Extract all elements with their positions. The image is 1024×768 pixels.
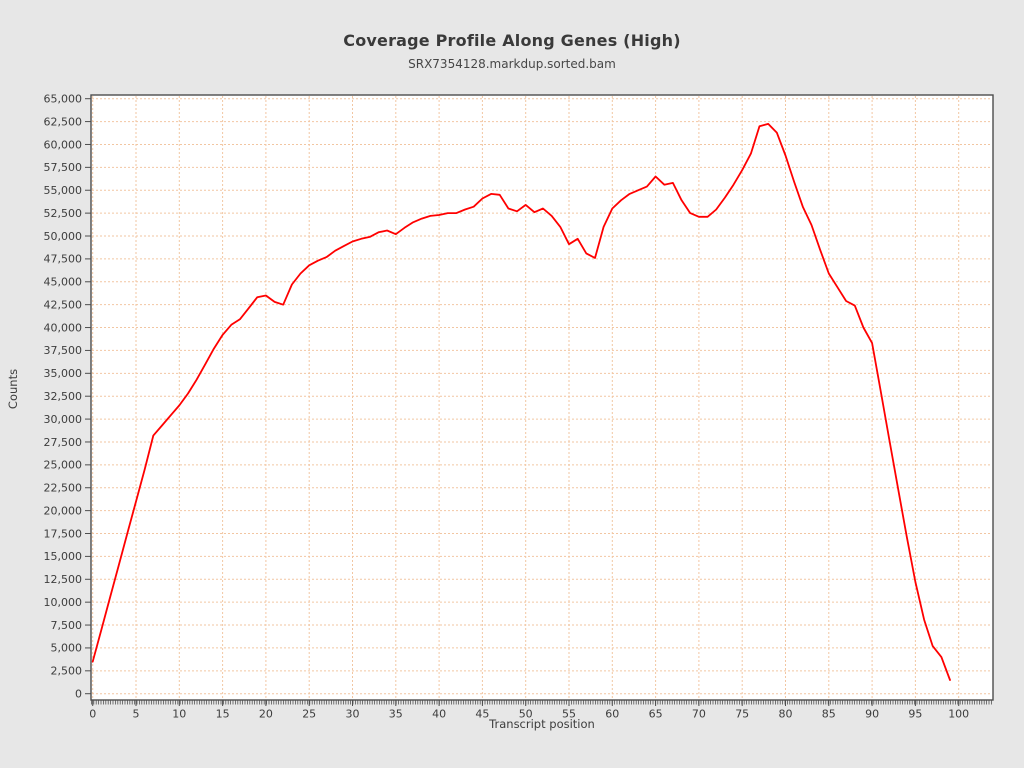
y-tick-label: 17,500 [44,527,83,540]
x-tick-label: 30 [346,708,360,721]
coverage-line [91,123,951,681]
x-tick-label: 45 [475,708,489,721]
x-tick-label: 0 [89,708,96,721]
y-tick-label: 40,000 [44,321,83,334]
y-tick-label: 0 [75,688,82,701]
y-tick-label: 32,500 [44,390,83,403]
x-tick-label: 15 [216,708,230,721]
y-tick-label: 62,500 [44,115,83,128]
chart-subtitle: SRX7354128.markdup.sorted.bam [408,57,616,71]
y-tick-label: 35,000 [44,367,83,380]
y-tick-label: 22,500 [44,482,83,495]
x-tick-label: 55 [562,708,576,721]
x-tick-label: 35 [389,708,403,721]
x-tick-label: 80 [779,708,793,721]
y-tick-label: 25,000 [44,459,83,472]
y-tick-label: 52,500 [44,207,83,220]
x-tick-label: 25 [302,708,316,721]
y-tick-label: 50,000 [44,230,83,243]
plot-area [91,95,993,700]
x-tick-label: 60 [605,708,619,721]
x-tick-label: 70 [692,708,706,721]
x-tick-label: 5 [133,708,140,721]
y-tick-label: 45,000 [44,276,83,289]
x-axis-title: Transcript position [489,717,595,731]
y-tick-label: 27,500 [44,436,83,449]
y-tick-label: 37,500 [44,344,83,357]
y-tick-label: 47,500 [44,253,83,266]
x-tick-label: 85 [822,708,836,721]
plot-border [90,94,994,701]
y-tick-label: 65,000 [44,93,83,106]
x-tick-label: 50 [519,708,533,721]
x-tick-label: 10 [172,708,186,721]
y-tick-label: 55,000 [44,184,83,197]
x-tick-label: 95 [908,708,922,721]
y-tick-label: 5,000 [51,642,83,655]
x-tick-label: 40 [432,708,446,721]
y-tick-label: 30,000 [44,413,83,426]
y-tick-label: 12,500 [44,573,83,586]
x-tick-label: 90 [865,708,879,721]
chart-title: Coverage Profile Along Genes (High) [343,31,681,50]
y-tick-label: 2,500 [51,665,83,678]
x-tick-label: 75 [735,708,749,721]
y-tick-label: 42,500 [44,298,83,311]
y-tick-label: 10,000 [44,596,83,609]
x-tick-label: 100 [948,708,969,721]
y-tick-label: 7,500 [51,619,83,632]
y-tick-label: 15,000 [44,550,83,563]
y-tick-label: 20,000 [44,504,83,517]
y-tick-label: 57,500 [44,161,83,174]
y-tick-label: 60,000 [44,138,83,151]
x-tick-label: 65 [649,708,663,721]
x-tick-label: 20 [259,708,273,721]
